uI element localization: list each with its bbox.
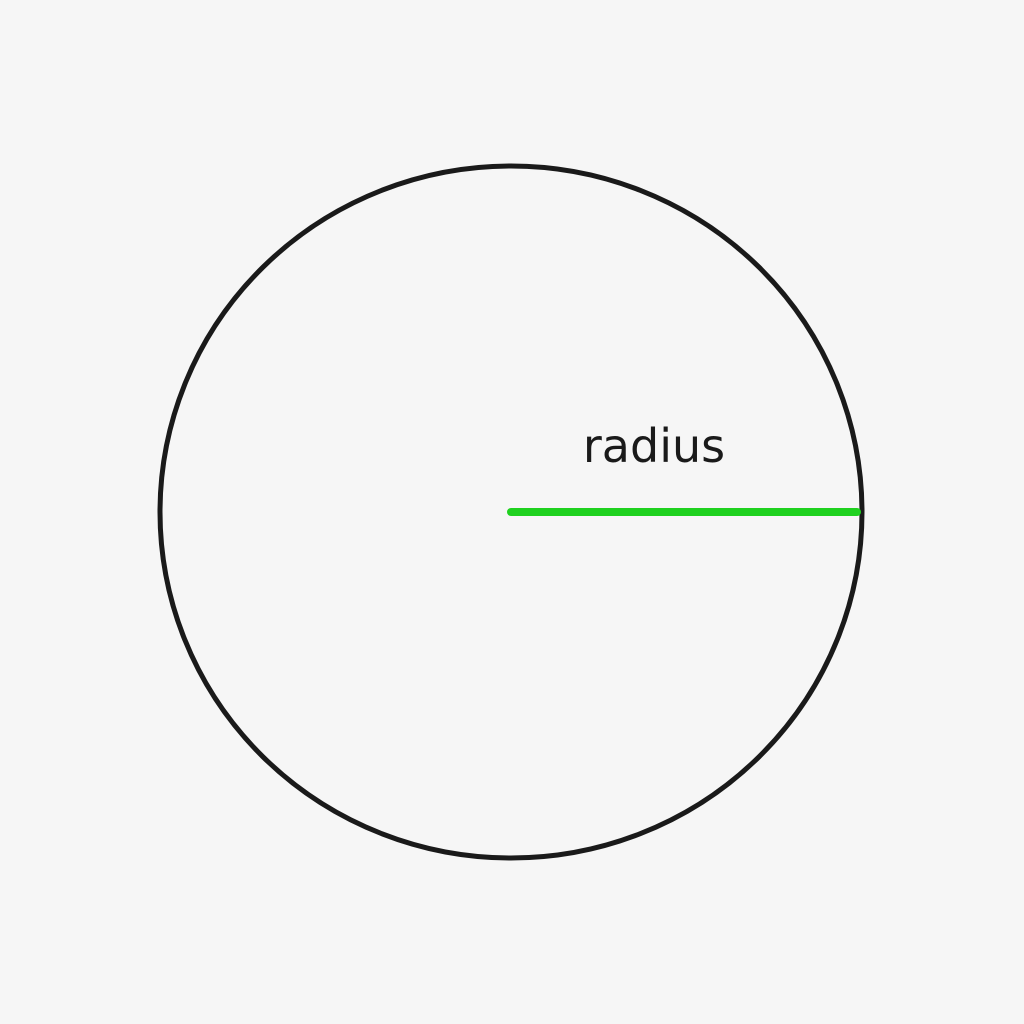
radius-label: radius	[583, 419, 725, 473]
circle-outline	[157, 163, 865, 861]
